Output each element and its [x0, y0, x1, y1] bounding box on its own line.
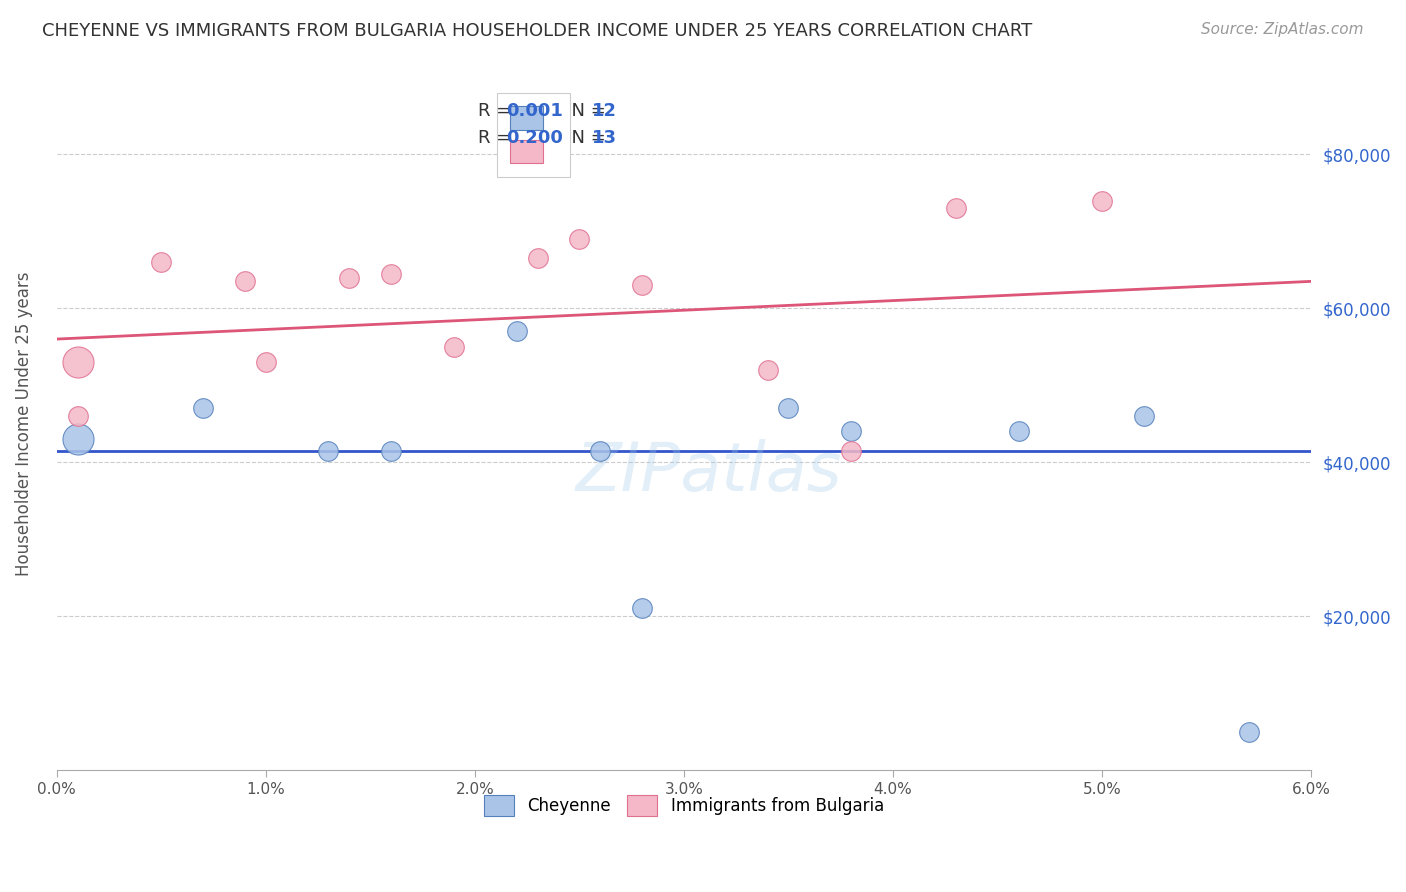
Point	[756, 363, 779, 377]
Point	[505, 324, 527, 338]
Text: R =: R =	[478, 129, 517, 147]
Y-axis label: Householder Income Under 25 years: Householder Income Under 25 years	[15, 271, 32, 576]
Text: N =: N =	[560, 103, 612, 120]
Point	[337, 270, 360, 285]
Text: 13: 13	[592, 129, 617, 147]
Point	[778, 401, 800, 416]
Point	[1237, 724, 1260, 739]
Text: N =: N =	[560, 129, 612, 147]
Point	[631, 278, 654, 293]
Point	[1133, 409, 1156, 423]
Point	[254, 355, 277, 369]
Point	[526, 252, 548, 266]
Point	[233, 274, 256, 288]
Text: R =: R =	[478, 103, 517, 120]
Point	[318, 443, 340, 458]
Point	[443, 340, 465, 354]
Text: CHEYENNE VS IMMIGRANTS FROM BULGARIA HOUSEHOLDER INCOME UNDER 25 YEARS CORRELATI: CHEYENNE VS IMMIGRANTS FROM BULGARIA HOU…	[42, 22, 1032, 40]
Point	[150, 255, 173, 269]
Text: 12: 12	[592, 103, 617, 120]
Text: Source: ZipAtlas.com: Source: ZipAtlas.com	[1201, 22, 1364, 37]
Legend: Cheyenne, Immigrants from Bulgaria: Cheyenne, Immigrants from Bulgaria	[475, 787, 893, 824]
Point	[66, 409, 89, 423]
Text: ZIPatlas: ZIPatlas	[576, 439, 842, 505]
Point	[191, 401, 214, 416]
Point	[839, 425, 862, 439]
Text: 0.001: 0.001	[506, 103, 562, 120]
Point	[380, 443, 402, 458]
Point	[631, 601, 654, 615]
Point	[380, 267, 402, 281]
Point	[1091, 194, 1114, 208]
Point	[66, 355, 89, 369]
Point	[589, 443, 612, 458]
Point	[1007, 425, 1029, 439]
Point	[839, 443, 862, 458]
Point	[66, 432, 89, 446]
Text: 0.200: 0.200	[506, 129, 562, 147]
Point	[945, 201, 967, 215]
Point	[568, 232, 591, 246]
